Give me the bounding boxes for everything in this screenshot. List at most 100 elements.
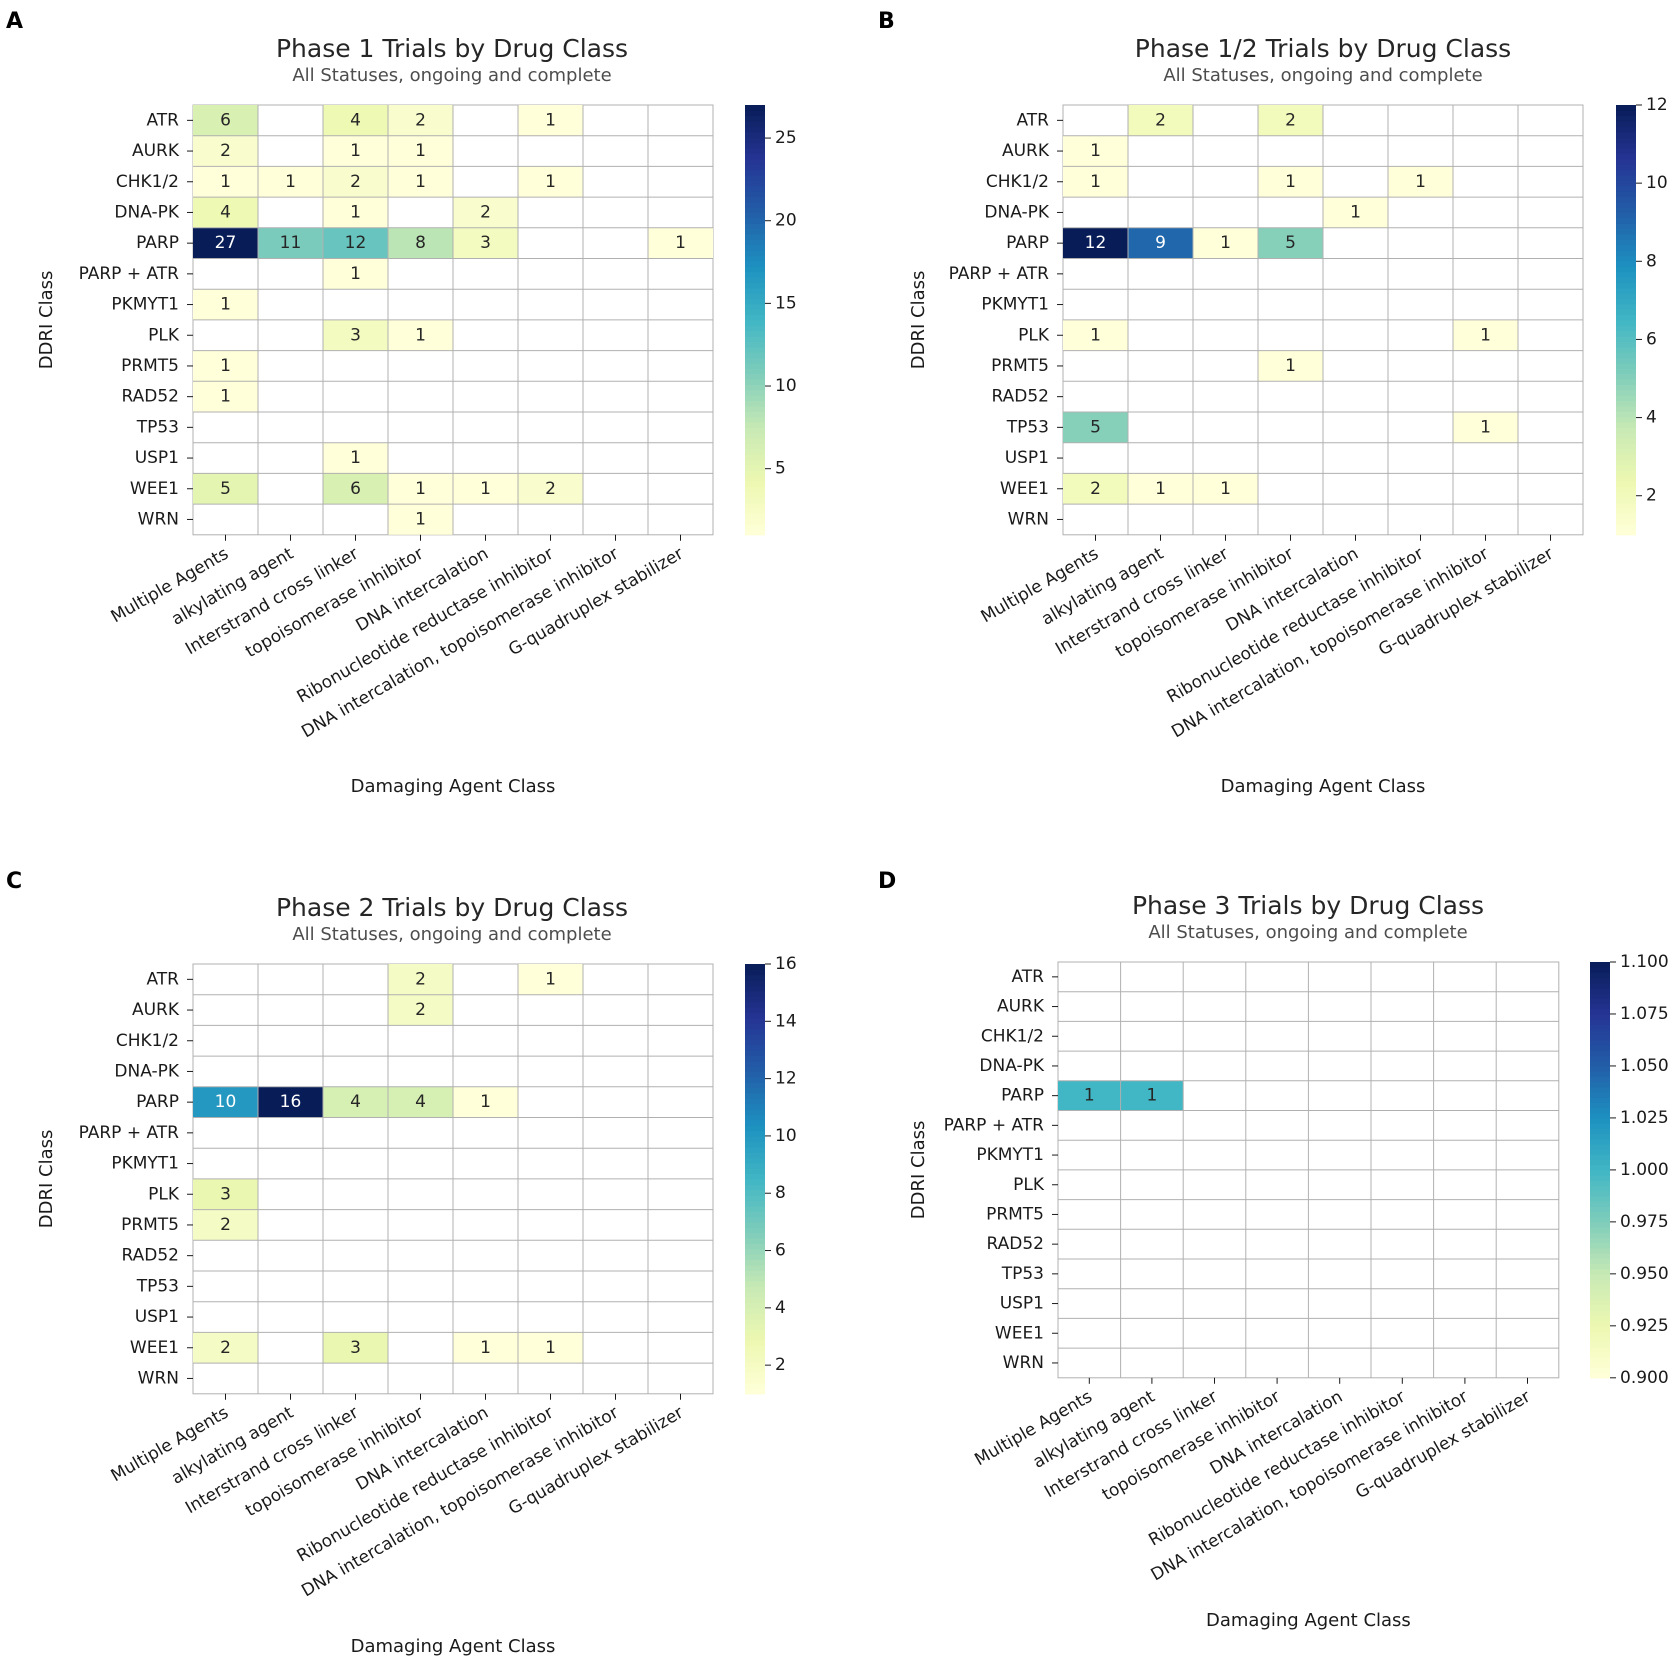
heatmap-cell (193, 350, 258, 382)
colorbar-segment (745, 1028, 765, 1035)
colorbar-segment (1590, 1284, 1610, 1291)
y-tick-label: USP1 (135, 448, 179, 468)
colorbar-segment (745, 1329, 765, 1336)
colorbar-segment (745, 1109, 765, 1116)
y-tick-label: AURK (1002, 141, 1050, 161)
cell-value-label: 3 (350, 1338, 361, 1358)
colorbar-segment (745, 411, 765, 418)
colorbar-segment (1590, 1289, 1610, 1296)
colorbar-segment (745, 368, 765, 375)
colorbar-segment (745, 158, 765, 165)
colorbar-segment (745, 481, 765, 488)
colorbar-segment (745, 1178, 765, 1185)
colorbar-segment (1590, 1185, 1610, 1192)
y-tick-label: RAD52 (987, 1234, 1044, 1254)
colorbar-segment (1616, 438, 1636, 445)
heatmap-cell (1193, 227, 1258, 259)
colorbar-segment (1590, 1279, 1610, 1285)
colorbar: 2 4 6 8 10 12 (1616, 95, 1668, 536)
heatmap-cell (193, 473, 258, 505)
cell-value-label: 1 (220, 356, 231, 376)
cell-value-label: 1 (1480, 325, 1491, 345)
colorbar-segment (745, 1119, 765, 1126)
colorbar-segment (745, 438, 765, 445)
colorbar-segment (745, 1114, 765, 1121)
heatmap-cell (1063, 166, 1128, 198)
colorbar-tick-label: 2 (775, 1355, 786, 1375)
panel-letter: B (878, 9, 895, 34)
cell-value-label: 1 (1220, 479, 1231, 499)
heatmap-cell (1128, 227, 1193, 259)
colorbar-segment (745, 131, 765, 138)
colorbar-segment (1616, 260, 1636, 267)
colorbar-tick-label: 10 (1646, 173, 1668, 193)
colorbar-segment (1590, 1325, 1610, 1332)
colorbar-segment (745, 185, 765, 192)
colorbar-segment (745, 212, 765, 219)
colorbar-segment (745, 250, 765, 257)
colorbar-segment (745, 524, 765, 531)
cell-value-label: 3 (350, 325, 361, 345)
colorbar-segment (745, 352, 765, 359)
y-tick-label: PLK (148, 1184, 180, 1204)
heatmap-cell (648, 227, 713, 259)
colorbar-segment (745, 1205, 765, 1212)
heatmap-cell (518, 166, 583, 198)
colorbar-segment (1590, 1242, 1610, 1249)
colorbar-segment (745, 287, 765, 294)
panel-letter: D (878, 869, 896, 894)
colorbar-segment (745, 459, 765, 466)
colorbar-segment (745, 1291, 765, 1298)
colorbar-segment (1616, 137, 1636, 144)
colorbar-segment (1616, 475, 1636, 482)
colorbar-segment (745, 416, 765, 423)
colorbar-tick-label: 20 (775, 211, 797, 231)
colorbar-segment (745, 454, 765, 461)
colorbar-segment (745, 1103, 765, 1110)
colorbar-segment (1590, 1159, 1610, 1166)
colorbar-segment (745, 1023, 765, 1030)
colorbar-tick-label: 2 (1646, 486, 1657, 506)
colorbar-segment (745, 1098, 765, 1105)
colorbar-tick-label: 16 (775, 954, 797, 974)
cell-value-label: 2 (415, 969, 426, 989)
cell-value-label: 1 (415, 509, 426, 529)
colorbar-segment (1616, 142, 1636, 149)
colorbar-segment (745, 389, 765, 396)
y-tick-label: PRMT5 (991, 356, 1049, 376)
colorbar-segment (745, 1211, 765, 1218)
cell-value-label: 2 (415, 110, 426, 130)
cell-value-label: 1 (1285, 172, 1296, 192)
colorbar-segment (745, 137, 765, 144)
colorbar-segment (1590, 1346, 1610, 1353)
colorbar-segment (745, 1087, 765, 1094)
colorbar-segment (1616, 507, 1636, 514)
y-tick-label: PKMYT1 (976, 1145, 1044, 1165)
colorbar-segment (745, 502, 765, 509)
colorbar-segment (745, 293, 765, 300)
y-tick-label: DNA-PK (984, 202, 1049, 222)
colorbar-segment (1616, 368, 1636, 375)
colorbar-segment (1590, 1273, 1610, 1280)
colorbar-segment (745, 1372, 765, 1379)
cell-value-label: 4 (350, 110, 361, 130)
cell-value-label: 27 (215, 233, 237, 253)
cell-value-label: 8 (415, 233, 426, 253)
colorbar-segment (745, 1248, 765, 1255)
colorbar-segment (1616, 341, 1636, 348)
colorbar-segment (1590, 998, 1610, 1005)
y-tick-label: WRN (138, 509, 179, 529)
colorbar-segment (1590, 1008, 1610, 1015)
colorbar-segment (1616, 336, 1636, 342)
cell-value-label: 5 (1090, 417, 1101, 437)
y-tick-label: PLK (148, 325, 180, 345)
colorbar-segment (745, 319, 765, 326)
heatmap-cell (388, 166, 453, 198)
colorbar-tick-label: 8 (1646, 251, 1657, 271)
colorbar-segment (745, 1216, 765, 1223)
colorbar-segment (745, 373, 765, 380)
colorbar-segment (1590, 1201, 1610, 1207)
